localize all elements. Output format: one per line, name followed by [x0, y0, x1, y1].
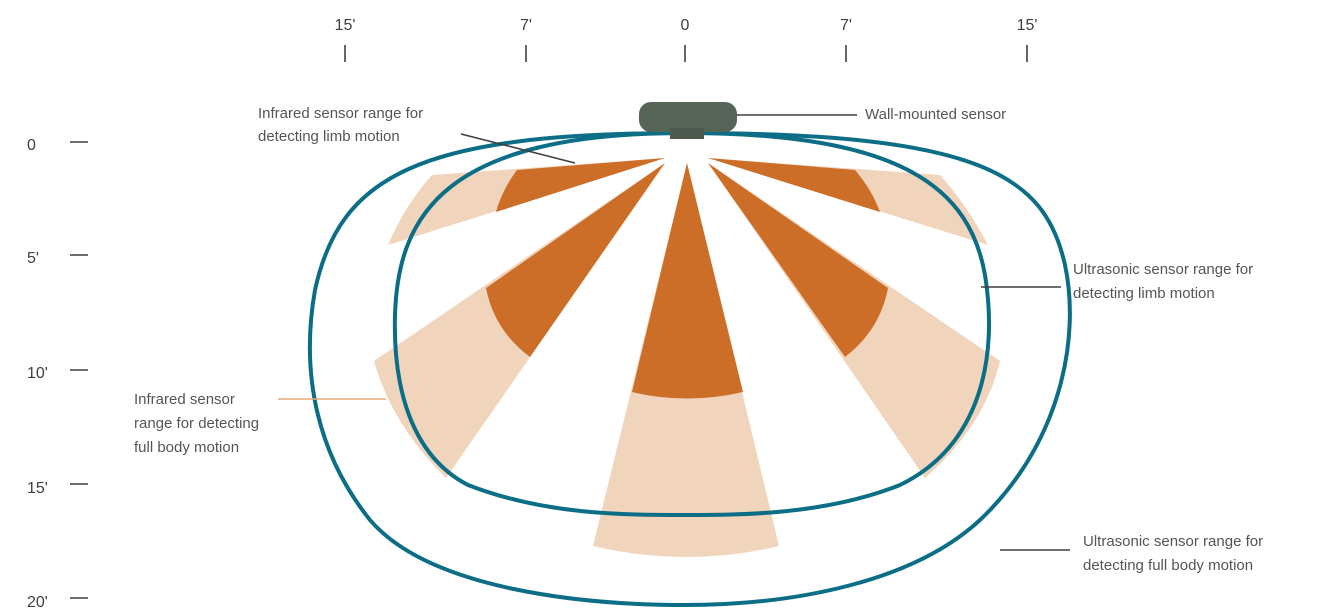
ultrasonic-full-body-range: [307, 130, 1072, 608]
ir-limb-wedge-center: [632, 163, 743, 399]
ir-limb-wedge-right-lower: [708, 163, 888, 357]
callout-lines: [278, 114, 1070, 551]
wall-mounted-sensor: [639, 102, 737, 139]
left-scale: 0 5' 10' 15' 20': [27, 137, 88, 610]
ir-full-label: Infrared sensor range for detecting full…: [134, 391, 263, 456]
us-full-label: Ultrasonic sensor range for detecting fu…: [1083, 533, 1267, 574]
left-tick-label: 15': [27, 480, 48, 497]
ultrasonic-limb-range: [392, 130, 991, 517]
top-tick-label: 15': [335, 17, 356, 34]
left-tick-label: 20': [27, 594, 48, 610]
wall-sensor-label: Wall-mounted sensor: [865, 106, 1006, 123]
ir-limb-wedge-right-upper: [708, 158, 880, 212]
ir-limb-range: [486, 158, 888, 399]
ir-limb-wedge-left-upper: [496, 158, 665, 212]
sensor-base: [670, 128, 704, 139]
top-tick-label: 7': [520, 17, 532, 34]
us-limb-label: Ultrasonic sensor range for detecting li…: [1073, 261, 1257, 302]
ir-limb-label: Infrared sensor range for detecting limb…: [258, 105, 427, 145]
top-tick-label: 7': [840, 17, 852, 34]
sensor-body: [639, 102, 737, 132]
left-tick-label: 5': [27, 250, 39, 267]
left-tick-label: 0: [27, 137, 36, 154]
ir-limb-wedge-left-lower: [486, 163, 665, 357]
ir-limb-callout-line: [460, 133, 576, 164]
left-tick-label: 10': [27, 365, 48, 382]
top-tick-label: 15': [1017, 17, 1038, 34]
top-tick-label: 0: [681, 17, 690, 34]
top-scale: 15' 7' 0 7' 15': [335, 17, 1038, 62]
